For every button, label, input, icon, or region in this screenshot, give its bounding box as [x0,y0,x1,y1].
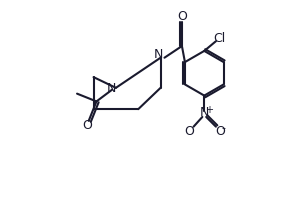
Text: N: N [106,82,116,95]
Text: Cl: Cl [214,32,226,45]
Text: O: O [82,119,92,132]
Text: N: N [199,106,209,119]
Text: O: O [215,125,225,138]
Text: -: - [222,123,226,133]
Text: O: O [184,125,194,138]
Text: N: N [154,48,163,61]
Text: O: O [177,10,187,23]
Text: +: + [205,105,213,115]
